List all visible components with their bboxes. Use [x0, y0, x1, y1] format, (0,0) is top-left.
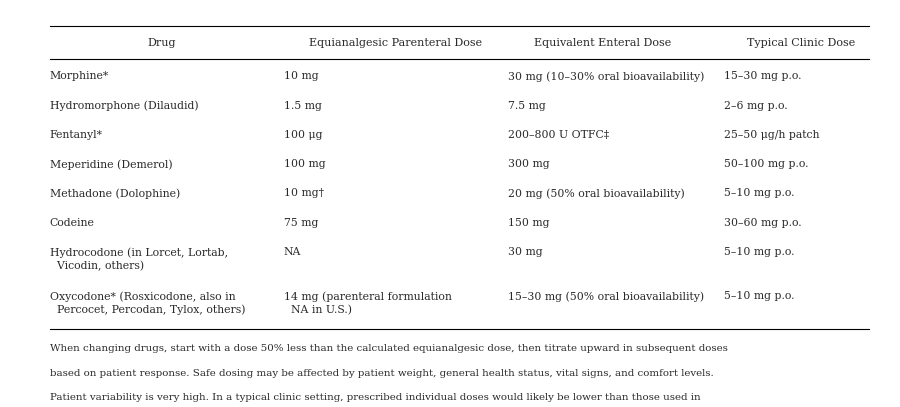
Text: Oxycodone* (Rosxicodone, also in
  Percocet, Percodan, Tylox, others): Oxycodone* (Rosxicodone, also in Percoce… — [50, 291, 245, 315]
Text: 100 mg: 100 mg — [284, 159, 325, 169]
Text: 30 mg: 30 mg — [508, 247, 543, 257]
Text: 15–30 mg p.o.: 15–30 mg p.o. — [724, 71, 802, 81]
Text: Codeine: Codeine — [50, 218, 94, 228]
Text: 14 mg (parenteral formulation
  NA in U.S.): 14 mg (parenteral formulation NA in U.S.… — [284, 291, 452, 315]
Text: 75 mg: 75 mg — [284, 218, 318, 228]
Text: 30 mg (10–30% oral bioavailability): 30 mg (10–30% oral bioavailability) — [508, 71, 705, 82]
Text: 30–60 mg p.o.: 30–60 mg p.o. — [724, 218, 802, 228]
Text: 2–6 mg p.o.: 2–6 mg p.o. — [724, 101, 788, 111]
Text: 10 mg: 10 mg — [284, 71, 318, 81]
Text: Meperidine (Demerol): Meperidine (Demerol) — [50, 159, 172, 170]
Text: Drug: Drug — [148, 38, 176, 48]
Text: Equianalgesic Parenteral Dose: Equianalgesic Parenteral Dose — [310, 38, 482, 48]
Text: When changing drugs, start with a dose 50% less than the calculated equianalgesi: When changing drugs, start with a dose 5… — [50, 344, 727, 353]
Text: 15–30 mg (50% oral bioavailability): 15–30 mg (50% oral bioavailability) — [508, 291, 705, 302]
Text: Hydromorphone (Dilaudid): Hydromorphone (Dilaudid) — [50, 101, 198, 111]
Text: Fentanyl*: Fentanyl* — [50, 130, 103, 140]
Text: Hydrocodone (in Lorcet, Lortab,
  Vicodin, others): Hydrocodone (in Lorcet, Lortab, Vicodin,… — [50, 247, 228, 271]
Text: 200–800 U OTFC‡: 200–800 U OTFC‡ — [508, 130, 610, 140]
Text: Methadone (Dolophine): Methadone (Dolophine) — [50, 188, 180, 199]
Text: 100 μg: 100 μg — [284, 130, 322, 140]
Text: 10 mg†: 10 mg† — [284, 188, 324, 199]
Text: Morphine*: Morphine* — [50, 71, 109, 81]
Text: NA: NA — [284, 247, 301, 257]
Text: 20 mg (50% oral bioavailability): 20 mg (50% oral bioavailability) — [508, 188, 685, 199]
Text: 5–10 mg p.o.: 5–10 mg p.o. — [724, 247, 795, 257]
Text: 7.5 mg: 7.5 mg — [508, 101, 546, 111]
Text: 300 mg: 300 mg — [508, 159, 550, 169]
Text: based on patient response. Safe dosing may be affected by patient weight, genera: based on patient response. Safe dosing m… — [50, 369, 713, 378]
Text: 5–10 mg p.o.: 5–10 mg p.o. — [724, 188, 795, 199]
Text: 25–50 μg/h patch: 25–50 μg/h patch — [724, 130, 820, 140]
Text: Patient variability is very high. In a typical clinic setting, prescribed indivi: Patient variability is very high. In a t… — [50, 393, 700, 402]
Text: 1.5 mg: 1.5 mg — [284, 101, 321, 111]
Text: 5–10 mg p.o.: 5–10 mg p.o. — [724, 291, 795, 301]
Text: Typical Clinic Dose: Typical Clinic Dose — [747, 38, 855, 48]
Text: Equivalent Enteral Dose: Equivalent Enteral Dose — [535, 38, 671, 48]
Text: 150 mg: 150 mg — [508, 218, 550, 228]
Text: 50–100 mg p.o.: 50–100 mg p.o. — [724, 159, 809, 169]
